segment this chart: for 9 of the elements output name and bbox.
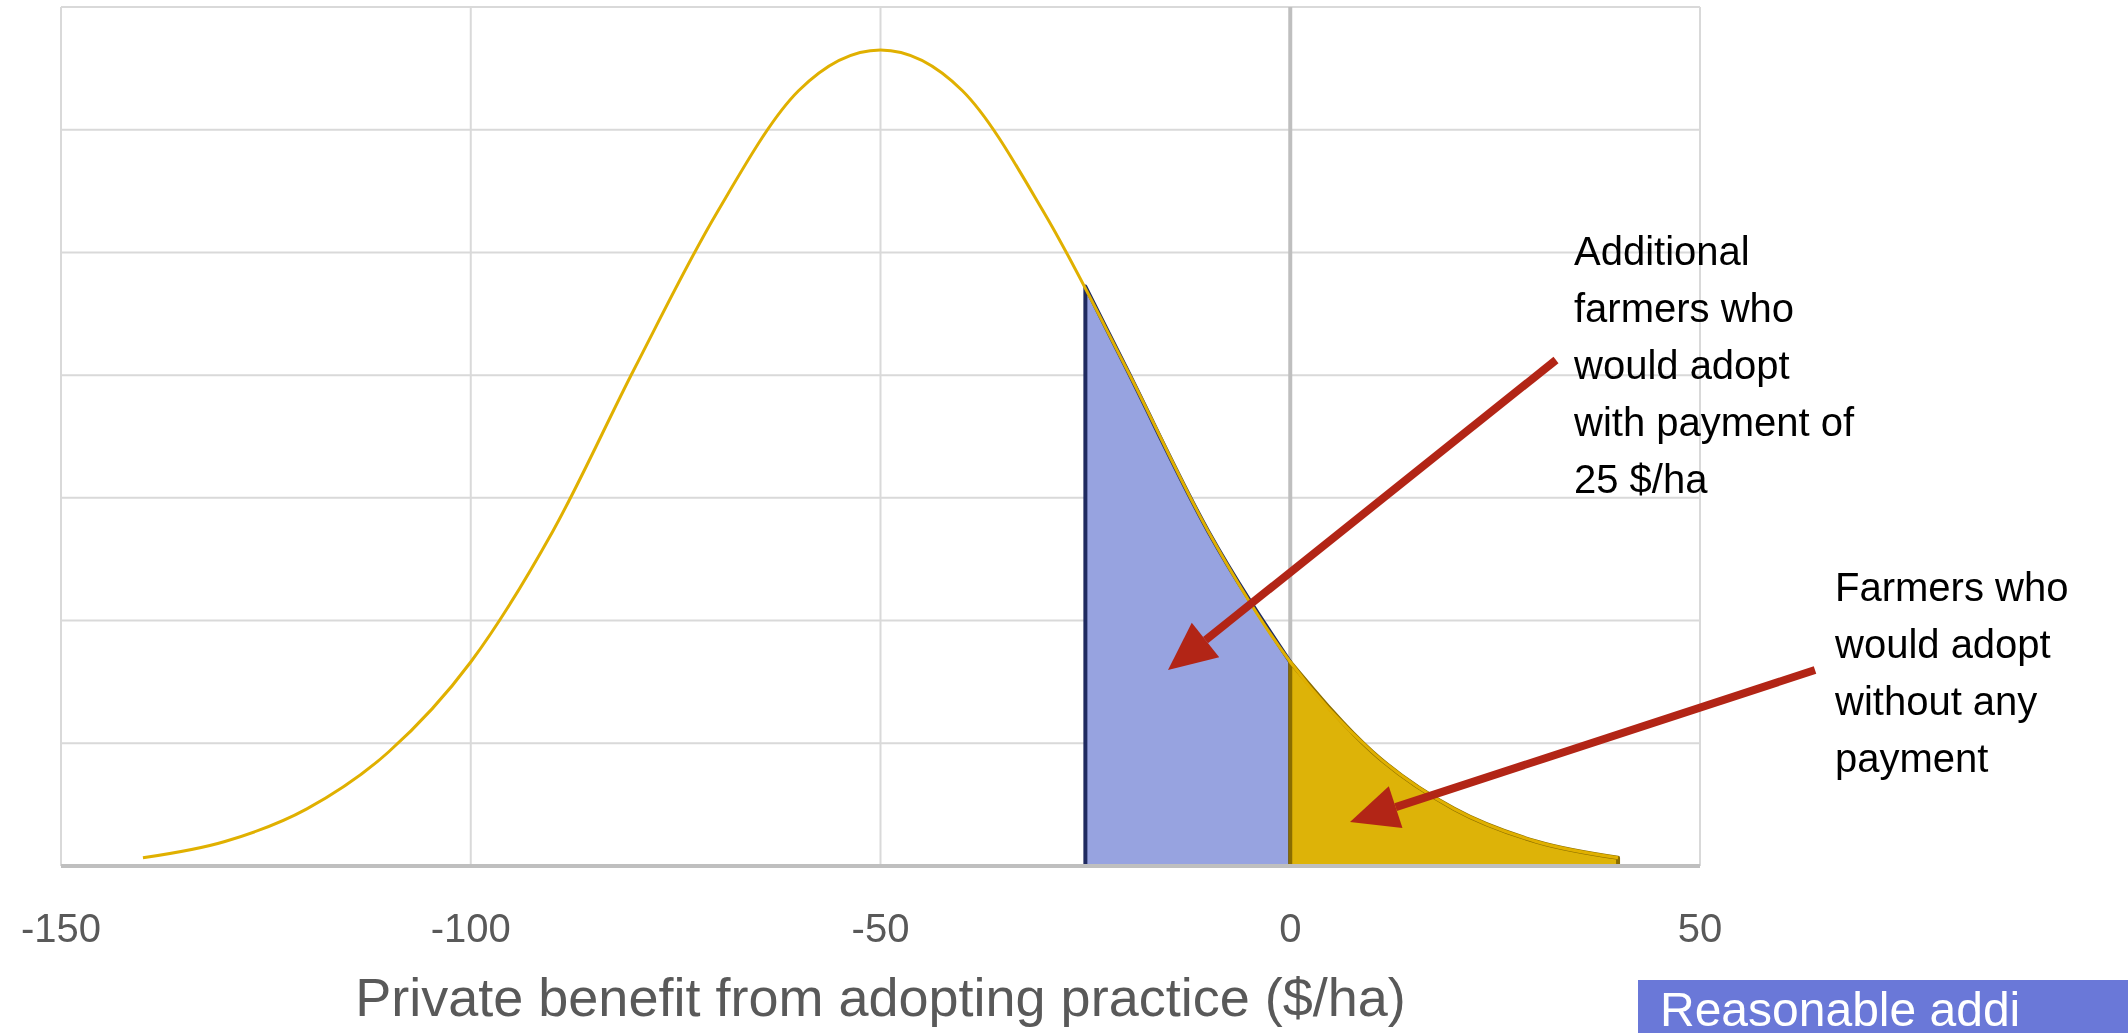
text: Farmers who would adopt without any payment [1834, 565, 2069, 780]
text: Reasonable addi [1660, 983, 2021, 1033]
x-tick-label: -50 [851, 906, 910, 950]
x-tick-label: 50 [1677, 906, 1723, 950]
x-tick-label: 0 [1279, 906, 1302, 950]
x-tick-label: -150 [20, 906, 102, 950]
annotation: Additional farmers who would adopt with payment of 25 $/ha [1573, 229, 1856, 501]
x-tick-label: -100 [430, 906, 511, 950]
x-axis-title: Private benefit from adopting practice ($/ha) [355, 967, 1406, 1027]
